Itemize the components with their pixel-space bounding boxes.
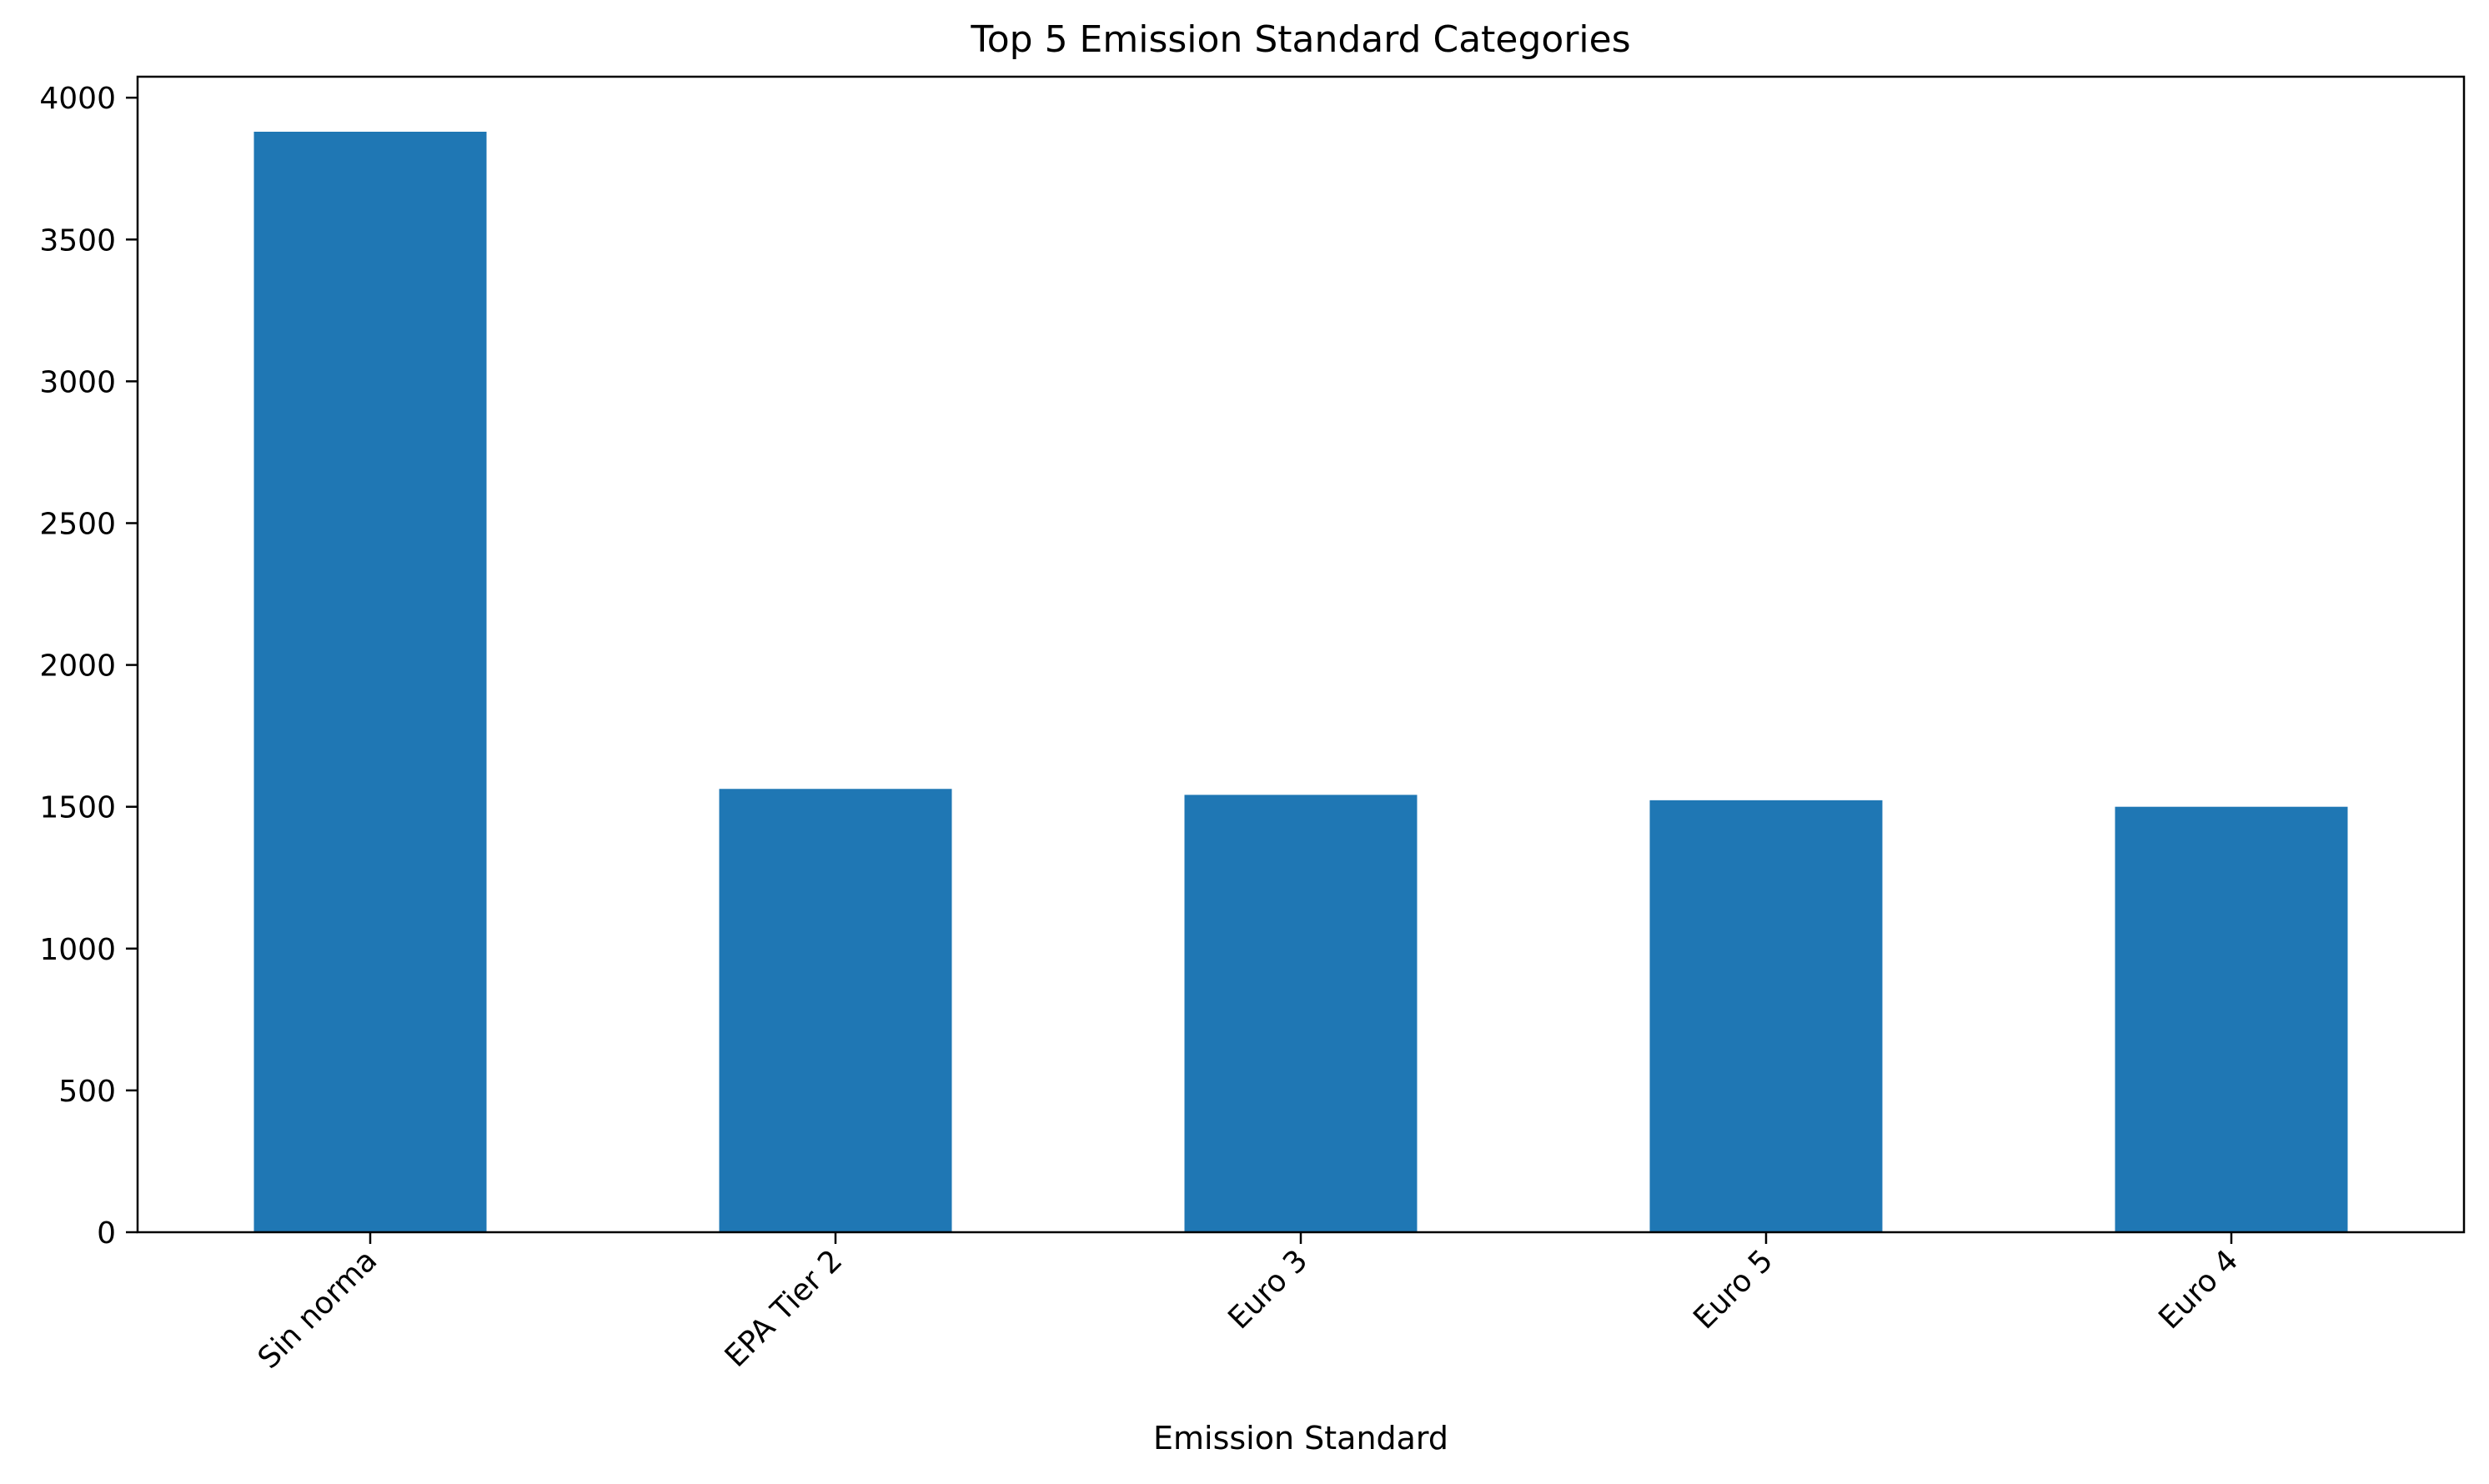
x-axis-label: Emission Standard <box>1153 1420 1448 1456</box>
bar-euro-5 <box>1649 800 1883 1232</box>
y-tick-label: 1000 <box>39 933 116 967</box>
y-tick-label: 4000 <box>39 82 116 116</box>
bar-euro-4 <box>2115 806 2348 1232</box>
y-tick-label: 3000 <box>39 365 116 399</box>
y-tick-label: 2500 <box>39 507 116 541</box>
bar-sin-norma <box>253 132 487 1232</box>
y-tick-label: 3500 <box>39 223 116 258</box>
y-tick-label: 500 <box>58 1075 116 1109</box>
bars-layer <box>253 132 2348 1232</box>
plot-frame <box>136 75 2466 1234</box>
y-tick-label: 1500 <box>39 791 116 825</box>
bar-euro-3 <box>1184 795 1418 1232</box>
y-tick-label: 0 <box>97 1216 116 1251</box>
chart-title: Top 5 Emission Standard Categories <box>970 18 1630 61</box>
y-tick-label: 2000 <box>39 649 116 684</box>
bar-epa-tier-2 <box>719 789 952 1232</box>
y-axis: 0 500 1000 1500 2000 2500 3000 3500 4000 <box>39 82 138 1251</box>
